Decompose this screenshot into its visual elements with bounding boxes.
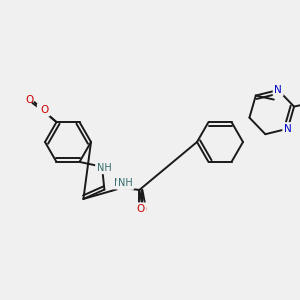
Text: NH: NH	[114, 178, 129, 188]
Text: N: N	[274, 85, 282, 95]
Text: NH: NH	[97, 163, 111, 173]
Text: O: O	[40, 105, 49, 115]
Text: O: O	[38, 105, 46, 115]
Text: O: O	[137, 204, 145, 214]
Text: NH: NH	[118, 178, 133, 188]
Text: N: N	[284, 124, 292, 134]
Text: O: O	[138, 205, 146, 215]
Text: O: O	[26, 95, 34, 105]
Text: O: O	[38, 105, 46, 115]
